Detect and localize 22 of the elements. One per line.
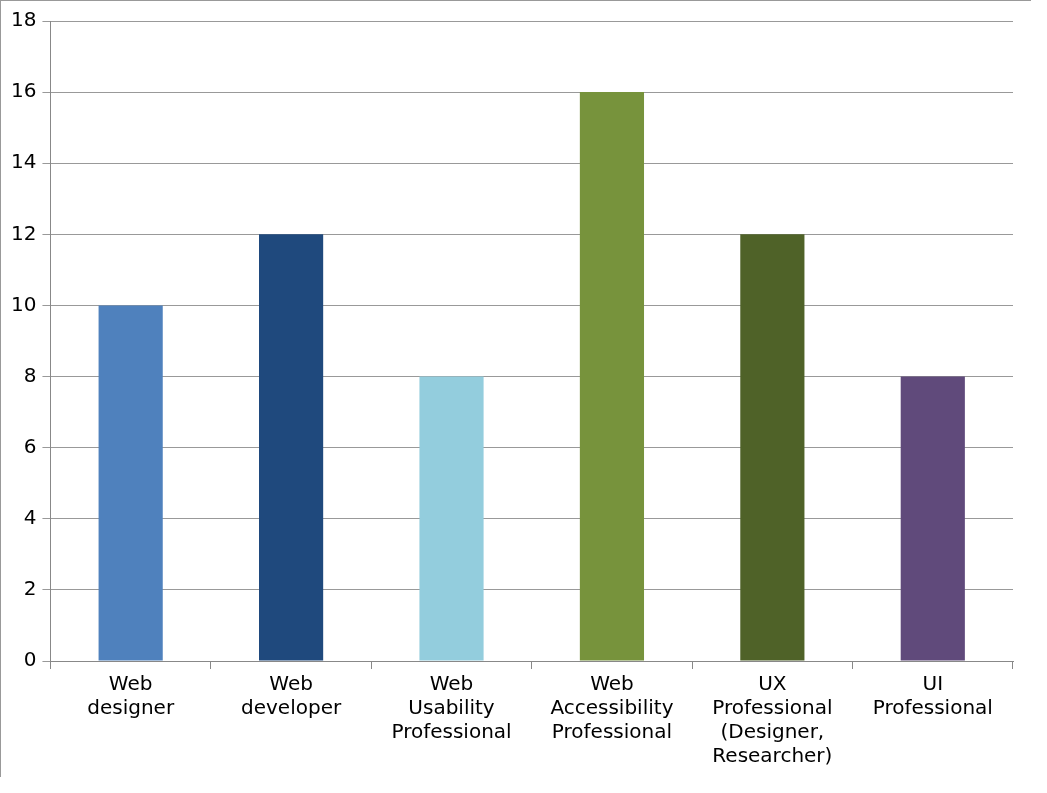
x-tick-label: Web designer xyxy=(87,671,175,720)
y-tick-label: 18 xyxy=(11,7,37,32)
y-tick-label: 2 xyxy=(23,576,37,601)
bar xyxy=(579,92,645,661)
y-tick-label: 0 xyxy=(23,647,37,672)
bar xyxy=(419,376,484,661)
x-tick-label: Web Usability Professional xyxy=(391,671,512,744)
bar xyxy=(98,305,163,661)
y-tick-label: 16 xyxy=(11,78,37,103)
y-tick-label: 6 xyxy=(23,433,37,458)
y-tick-label: 8 xyxy=(23,362,37,387)
y-tick-label: 14 xyxy=(11,149,37,174)
bar xyxy=(900,376,965,661)
x-tick-label: Web developer xyxy=(241,671,342,720)
x-tick-label: Web Accessibility Professional xyxy=(550,671,674,744)
y-tick-label: 12 xyxy=(11,220,37,245)
bar xyxy=(740,234,805,661)
x-tick-label: UI Professional xyxy=(872,671,993,720)
bar xyxy=(259,234,324,661)
y-tick-label: 10 xyxy=(11,291,37,316)
x-tick-label: UX Professional (Designer, Researcher) xyxy=(712,671,833,768)
y-tick-label: 4 xyxy=(23,504,37,529)
